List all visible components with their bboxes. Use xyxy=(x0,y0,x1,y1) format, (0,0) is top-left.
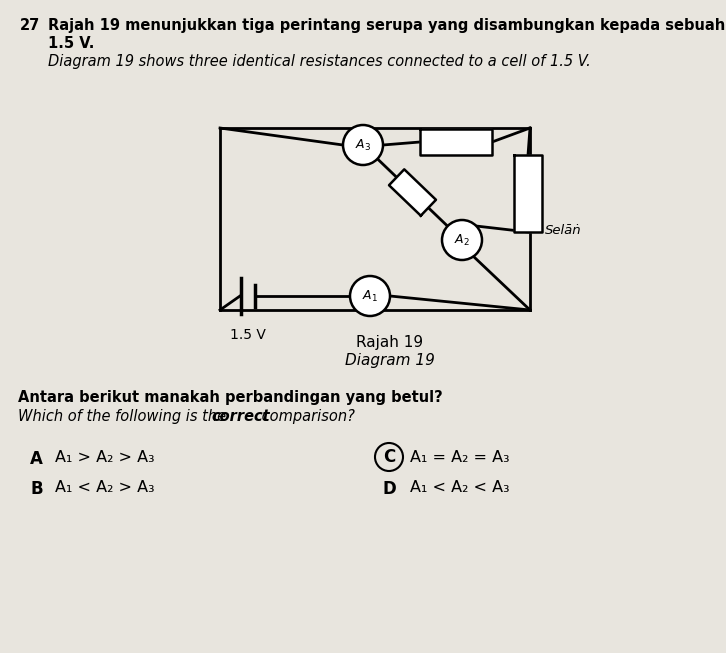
Text: 1.5 V: 1.5 V xyxy=(230,328,266,342)
Text: 27: 27 xyxy=(20,18,40,33)
Circle shape xyxy=(343,125,383,165)
Text: Antara berikut manakah perbandingan yang betul?: Antara berikut manakah perbandingan yang… xyxy=(18,390,443,405)
Text: Rajah 19 menunjukkan tiga perintang serupa yang disambungkan kepada sebuah sel: Rajah 19 menunjukkan tiga perintang seru… xyxy=(48,18,726,33)
Text: C: C xyxy=(383,448,395,466)
Text: correct: correct xyxy=(211,409,269,424)
Polygon shape xyxy=(389,169,436,215)
Text: Rajah 19: Rajah 19 xyxy=(356,335,423,350)
Text: D: D xyxy=(382,480,396,498)
Text: A₁ < A₂ < A₃: A₁ < A₂ < A₃ xyxy=(410,480,510,495)
Polygon shape xyxy=(420,129,492,155)
Text: B: B xyxy=(30,480,43,498)
Polygon shape xyxy=(514,155,542,232)
Text: Selāṅ: Selāṅ xyxy=(545,223,582,236)
Text: 1.5 V.: 1.5 V. xyxy=(48,36,94,51)
Text: Which of the following is the: Which of the following is the xyxy=(18,409,231,424)
Text: comparison?: comparison? xyxy=(257,409,355,424)
Circle shape xyxy=(442,220,482,260)
Text: $A_1$: $A_1$ xyxy=(362,289,378,304)
Text: Diagram 19 shows three identical resistances connected to a cell of 1.5 V.: Diagram 19 shows three identical resista… xyxy=(48,54,591,69)
Text: A₁ < A₂ > A₃: A₁ < A₂ > A₃ xyxy=(55,480,155,495)
Text: $A_2$: $A_2$ xyxy=(454,232,470,247)
Text: A: A xyxy=(30,450,43,468)
Text: Diagram 19: Diagram 19 xyxy=(345,353,435,368)
Text: $A_3$: $A_3$ xyxy=(355,137,371,153)
Text: A₁ > A₂ > A₃: A₁ > A₂ > A₃ xyxy=(55,450,155,465)
Circle shape xyxy=(350,276,390,316)
Text: A₁ = A₂ = A₃: A₁ = A₂ = A₃ xyxy=(410,450,510,465)
